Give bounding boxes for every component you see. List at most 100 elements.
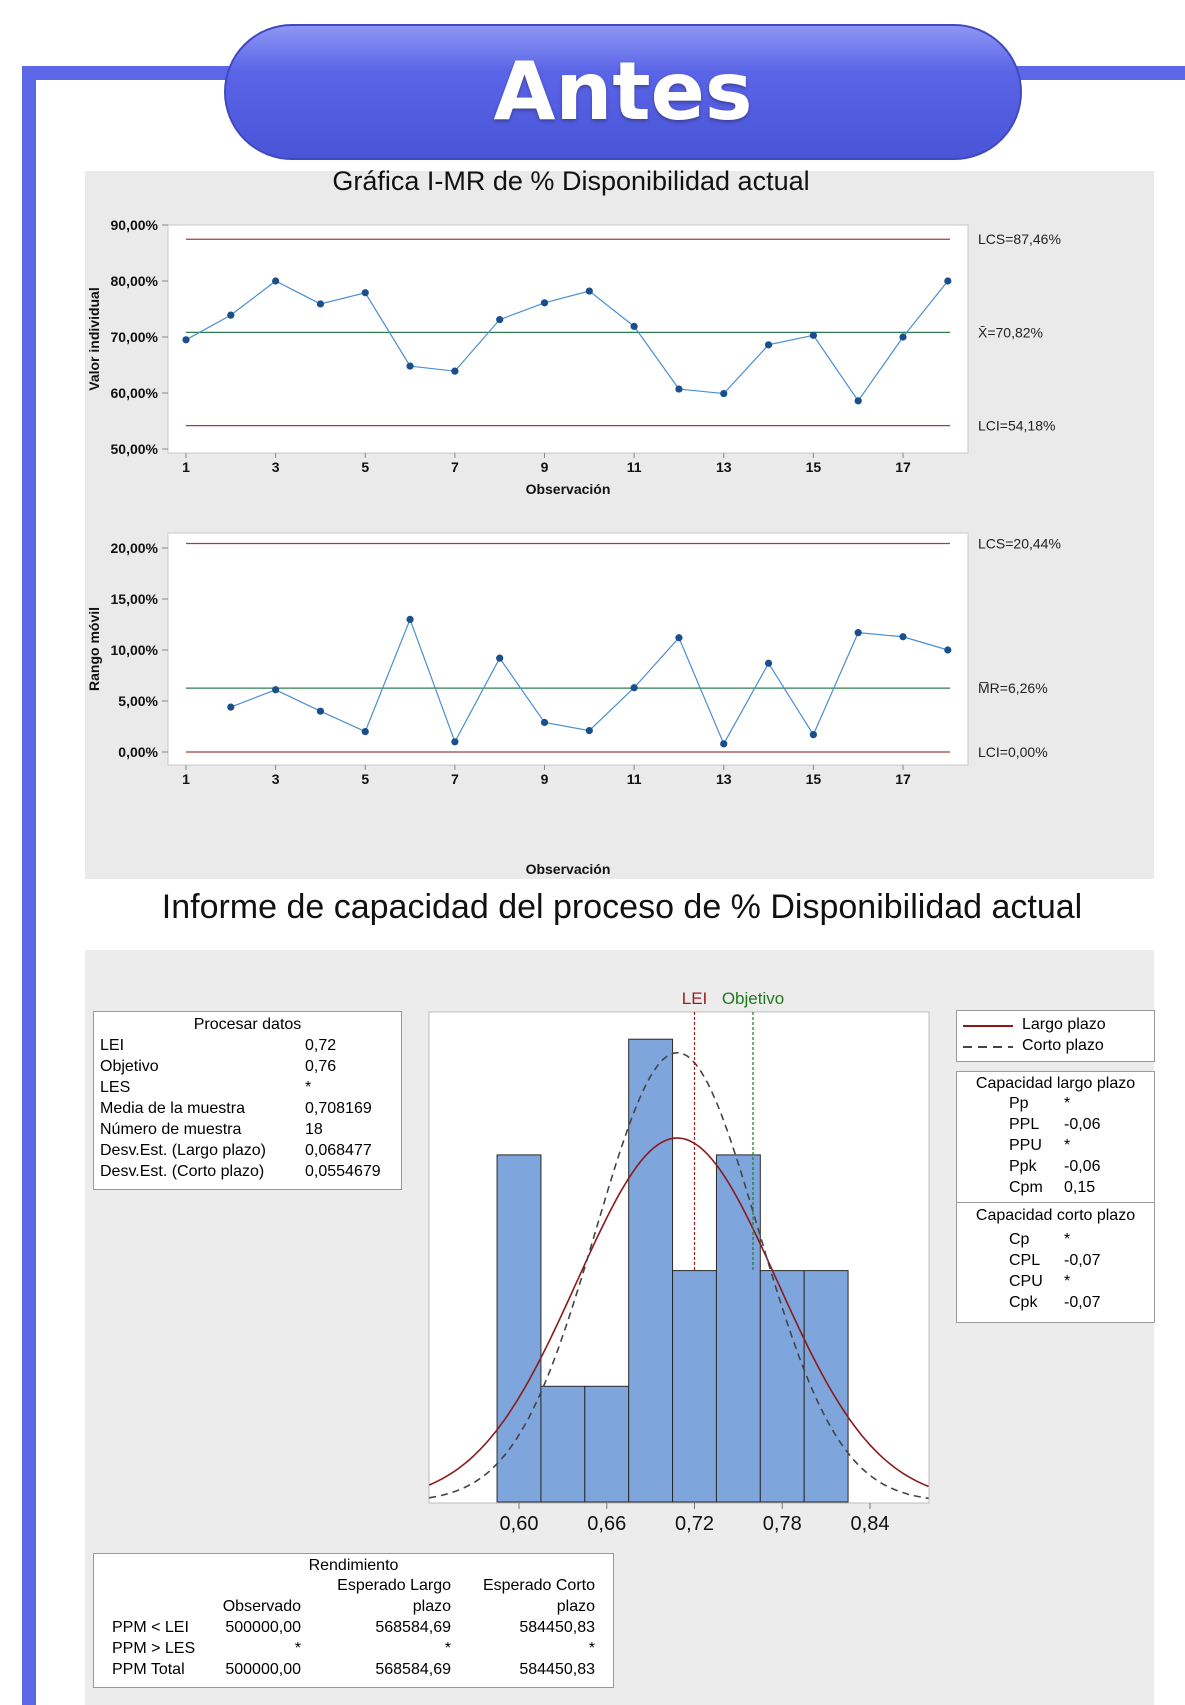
short-term-curve: [429, 1051, 929, 1500]
performance-expected-long-value: *: [444, 1640, 451, 1657]
performance-expected-long-value: 568584,69: [375, 1619, 451, 1636]
moving-range-ucl-label: LCS=20,44%: [978, 536, 1061, 552]
moving-range-x-tick-label: 1: [182, 771, 190, 787]
moving-range-point: [496, 654, 504, 662]
individual-y-tick-label: 50,00%: [111, 441, 159, 457]
individual-point: [182, 336, 190, 344]
individual-point: [451, 367, 459, 375]
individual-x-tick-label: 11: [627, 459, 642, 475]
individual-point: [272, 277, 280, 285]
process-data-value: 0,068477: [305, 1142, 372, 1159]
long-term-index-value: *: [1064, 1137, 1071, 1154]
moving-range-x-tick-label: 3: [272, 771, 280, 787]
moving-range-point: [675, 634, 683, 642]
capability-divider: [957, 1202, 1154, 1203]
short-term-index-value: *: [1064, 1273, 1071, 1290]
capability-title: Informe de capacidad del proceso de % Di…: [162, 888, 1082, 926]
individual-x-tick-label: 17: [895, 459, 911, 475]
moving-range-point: [316, 707, 325, 715]
moving-range-y-tick-label: 10,00%: [111, 642, 159, 658]
individual-point: [809, 331, 817, 339]
moving-range-ylabel: Rango móvil: [86, 607, 102, 691]
moving-range-y-tick-label: 5,00%: [118, 693, 158, 709]
curve-legend: Largo plazo Corto plazo: [956, 1010, 1155, 1062]
banner-title: Antes: [493, 45, 753, 138]
histogram-bar: [628, 1038, 674, 1503]
individual-xlabel: Observación: [526, 481, 611, 497]
individual-point: [316, 300, 325, 308]
long-term-index-value: 0,15: [1064, 1179, 1096, 1196]
short-term-index-label: CPU: [1009, 1273, 1043, 1290]
histogram-x-tick-label: 0,78: [763, 1513, 802, 1535]
moving-range-point: [630, 684, 638, 692]
long-term-index-value: -0,06: [1064, 1158, 1101, 1175]
capability-stats-box: Capacidad largo plazo Pp * PPL -0,06 PPU * Ppk…: [956, 1071, 1155, 1323]
long-term-index-label: PPU: [1009, 1137, 1042, 1154]
header-expected-short-2: plazo: [556, 1598, 595, 1615]
histogram-bar: [496, 1154, 542, 1503]
process-data-label: Objetivo: [100, 1058, 159, 1075]
moving-range-y-tick-label: 0,00%: [118, 744, 158, 760]
histogram-bar: [715, 1154, 761, 1503]
title-banner: [224, 24, 1022, 160]
process-data-label: LEI: [100, 1037, 125, 1054]
process-data-value: 0,72: [305, 1037, 337, 1054]
performance-observed-value: *: [294, 1640, 301, 1657]
moving-range-point: [899, 633, 907, 641]
moving-range-point: [944, 646, 952, 654]
short-term-capability-title: Capacidad corto plazo: [975, 1207, 1136, 1224]
individual-center-label: X̄=70,82%: [978, 324, 1043, 340]
histogram-bar: [540, 1385, 586, 1503]
individual-point: [496, 316, 504, 324]
individual-y-tick-label: 70,00%: [111, 329, 159, 345]
moving-range-point: [585, 726, 593, 735]
individual-point: [630, 322, 638, 330]
histogram-bar: [584, 1385, 630, 1503]
performance-expected-short-value: *: [588, 1640, 595, 1657]
moving-range-point: [272, 686, 280, 694]
histogram-bar: [759, 1270, 805, 1503]
long-term-index-label: PPL: [1009, 1116, 1040, 1133]
individual-point: [361, 289, 369, 297]
individual-point: [720, 389, 728, 398]
moving-range-point: [540, 718, 549, 727]
histogram-bar: [803, 1270, 849, 1503]
moving-range-point: [720, 740, 728, 748]
header-expected-long-2: plazo: [412, 1598, 451, 1615]
long-term-index-label: Pp: [1009, 1095, 1029, 1112]
long-term-index-label: Ppk: [1009, 1158, 1037, 1175]
performance-row-label: PPM > LES: [112, 1640, 196, 1657]
individual-x-tick-label: 1: [182, 459, 190, 475]
imr-chart: Gráfica I-MR de % Disponibilidad actual …: [86, 166, 1061, 877]
performance-row-label: PPM < LEI: [112, 1619, 189, 1636]
process-data-label: Desv.Est. (Largo plazo): [100, 1142, 266, 1159]
moving-range-x-tick-label: 9: [541, 771, 549, 787]
moving-range-lcl-label: LCI=0,00%: [978, 744, 1048, 760]
short-term-index-label: Cpk: [1009, 1294, 1038, 1311]
moving-range-point: [361, 728, 369, 736]
histogram-x-tick-label: 0,84: [851, 1513, 890, 1535]
process-data-label: LES: [100, 1079, 131, 1096]
moving-range-x-tick-label: 17: [895, 771, 911, 787]
legend-short-term: Corto plazo: [1022, 1037, 1104, 1054]
imr-title: Gráfica I-MR de % Disponibilidad actual: [332, 166, 809, 196]
individual-point: [764, 341, 773, 349]
individual-point: [899, 333, 907, 341]
target-marker-label: Objetivo: [722, 989, 784, 1008]
process-data-title: Procesar datos: [193, 1016, 302, 1033]
individual-ylabel: Valor individual: [86, 287, 102, 390]
performance-expected-short-value: 584450,83: [519, 1661, 595, 1678]
long-term-curve: [428, 1137, 929, 1488]
moving-range-x-tick-label: 11: [627, 771, 642, 787]
long-term-capability-title: Capacidad largo plazo: [975, 1075, 1136, 1092]
lei-marker-label: LEI: [682, 989, 708, 1008]
short-term-index-value: -0,07: [1064, 1294, 1101, 1311]
long-term-index-value: *: [1064, 1095, 1071, 1112]
moving-range-y-tick-label: 20,00%: [111, 540, 159, 556]
performance-box: Rendimiento Observado Esperado Largo pla…: [93, 1553, 614, 1688]
moving-range-point: [854, 629, 862, 637]
process-data-value: 18: [305, 1121, 323, 1138]
individual-lcl-label: LCI=54,18%: [978, 418, 1055, 434]
individual-point: [406, 362, 414, 370]
individual-series-line: [185, 280, 949, 402]
